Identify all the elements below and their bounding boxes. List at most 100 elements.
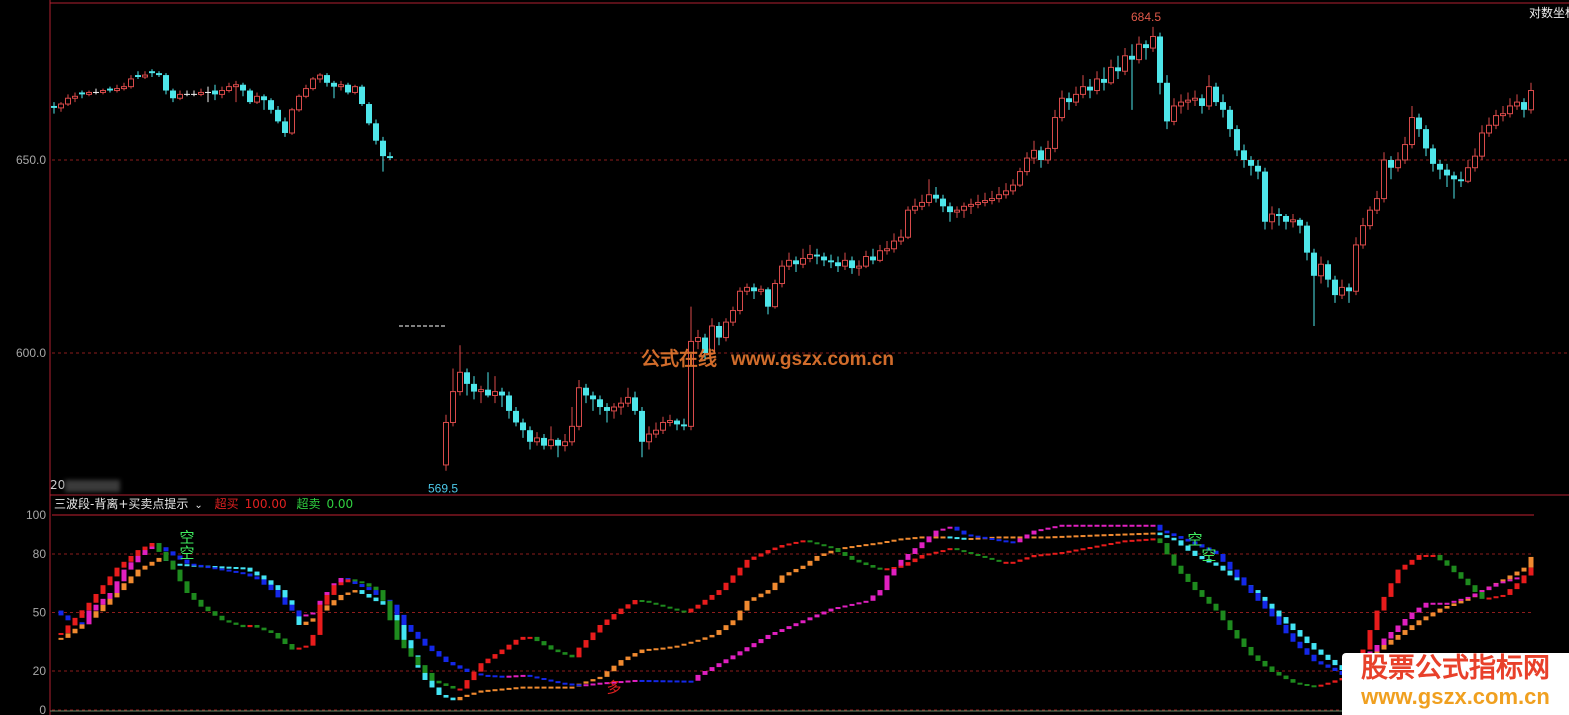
candle-body <box>331 82 337 87</box>
mid-bar <box>1444 602 1450 605</box>
candle <box>667 414 673 427</box>
candle <box>233 80 239 103</box>
candle <box>793 256 799 272</box>
candle-body <box>1171 105 1177 122</box>
fast-bar <box>576 647 582 658</box>
candle <box>331 80 337 99</box>
mid-bar <box>1185 538 1191 542</box>
fast-bar <box>828 546 834 549</box>
mid-bar <box>870 595 876 601</box>
slow-bar <box>905 537 911 540</box>
mid-bar <box>674 680 680 683</box>
fast-bar <box>1010 561 1016 564</box>
candle-body <box>716 325 722 338</box>
mid-bar <box>604 682 610 685</box>
candle-body <box>1143 44 1149 49</box>
fast-bar <box>408 648 414 657</box>
fast-bar <box>1122 540 1128 543</box>
fast-bar <box>107 576 113 586</box>
candle-body <box>1255 165 1261 172</box>
candle <box>1367 206 1373 230</box>
candle-body <box>1346 287 1352 292</box>
candle-body <box>625 396 631 404</box>
candle-body <box>352 86 358 93</box>
candle <box>905 206 911 240</box>
candle <box>1514 94 1520 110</box>
mid-bar <box>1227 561 1233 570</box>
fast-bar <box>114 567 120 577</box>
candle <box>380 136 386 172</box>
indicator-name[interactable]: 三波段-背离+买卖点提示 <box>54 497 189 511</box>
candlestick-series <box>51 26 1534 471</box>
candle-body <box>772 283 778 308</box>
slow-bar <box>506 687 512 690</box>
candle <box>639 407 645 458</box>
mid-bar <box>226 569 232 572</box>
slow-bar <box>772 582 778 591</box>
mid-bar <box>289 604 295 611</box>
candle <box>79 90 85 99</box>
candle <box>884 241 890 255</box>
mid-bar <box>660 680 666 683</box>
candle <box>996 187 1002 203</box>
candle <box>1381 152 1387 203</box>
log-scale-toggle[interactable]: 对数坐标 <box>1529 6 1569 20</box>
mid-bar <box>478 673 484 676</box>
fast-bar <box>1381 596 1387 611</box>
candle-body <box>527 430 533 442</box>
candle <box>947 202 953 222</box>
mid-bar <box>1157 524 1163 531</box>
mid-bar <box>457 665 463 669</box>
candle <box>842 252 848 271</box>
candle <box>191 90 197 97</box>
candle-body <box>380 140 386 157</box>
mid-bar <box>828 608 834 612</box>
fast-bar <box>1297 682 1303 685</box>
mid-bar <box>618 681 624 684</box>
fast-bar <box>814 542 820 545</box>
candle-body <box>359 86 365 105</box>
candle <box>387 152 393 160</box>
mid-bar <box>1038 529 1044 532</box>
fast-bar <box>1465 578 1471 586</box>
candle-body <box>79 92 85 95</box>
mid-bar <box>177 555 183 560</box>
candle <box>863 250 869 269</box>
slow-bar <box>527 686 533 689</box>
fast-bar <box>996 559 1002 562</box>
slow-bar <box>660 647 666 650</box>
candle <box>163 73 169 95</box>
candle-body <box>1465 167 1471 182</box>
candle-body <box>1318 263 1324 277</box>
fast-bar <box>100 585 106 594</box>
fast-bar <box>1528 567 1534 576</box>
indicator-tick-label: 100 <box>26 508 46 522</box>
slow-bar <box>1066 535 1072 538</box>
mid-bar <box>583 684 589 687</box>
fast-bar <box>135 550 141 556</box>
slow-bar <box>107 597 113 605</box>
candle <box>1213 82 1219 106</box>
mid-bar <box>744 647 750 652</box>
mid-bar <box>863 600 869 603</box>
slow-bar <box>121 583 127 591</box>
slow-bar <box>842 547 848 550</box>
candle-body <box>261 96 267 101</box>
fast-bar <box>1213 603 1219 611</box>
mid-bar <box>58 610 64 616</box>
fast-bar <box>968 552 974 555</box>
candle-body <box>1066 98 1072 103</box>
fast-bar <box>751 556 757 560</box>
slow-bar <box>723 625 729 631</box>
chevron-down-icon[interactable]: ⌄ <box>194 500 203 511</box>
candle <box>1101 67 1107 91</box>
candle <box>709 318 715 355</box>
mid-bar <box>121 569 127 582</box>
candle <box>86 90 92 97</box>
fast-bar <box>1017 559 1023 562</box>
candle-body <box>121 86 127 90</box>
mid-bar <box>1325 664 1331 668</box>
candle-body <box>1486 124 1492 134</box>
candle-body <box>1458 179 1464 182</box>
